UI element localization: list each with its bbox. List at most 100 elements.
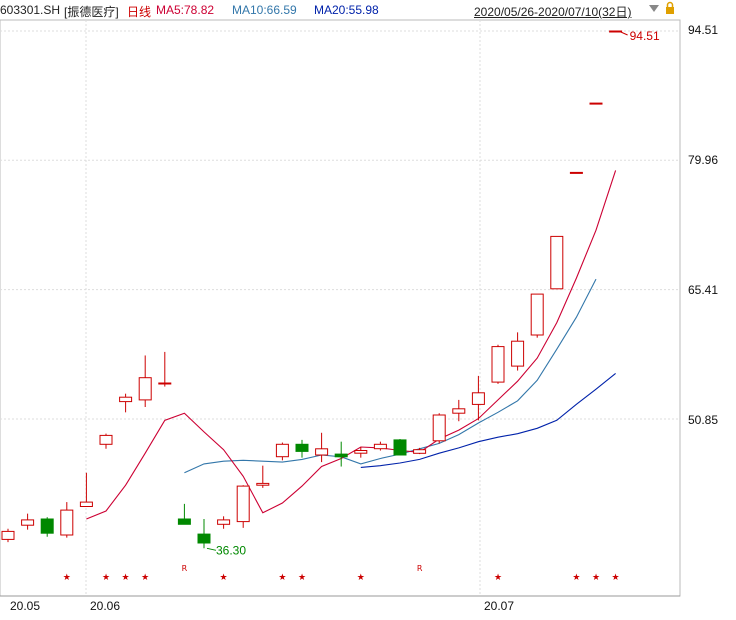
candle bbox=[236, 485, 250, 528]
candle bbox=[569, 171, 583, 174]
star-marker: ★ bbox=[357, 573, 365, 583]
candle-body bbox=[40, 518, 54, 534]
stock-code: 603301.SH bbox=[0, 3, 61, 17]
candle-body bbox=[275, 443, 289, 458]
candle bbox=[550, 235, 564, 290]
low-pointer bbox=[206, 547, 217, 551]
r-marker: R bbox=[417, 564, 423, 573]
candle bbox=[511, 332, 525, 371]
candle-body bbox=[511, 340, 525, 367]
candle-body bbox=[138, 377, 152, 401]
candle-body bbox=[1, 530, 15, 540]
star-marker: ★ bbox=[102, 573, 110, 583]
candle-body bbox=[60, 509, 74, 536]
candle bbox=[256, 465, 270, 488]
ma10-line bbox=[184, 278, 597, 474]
candle bbox=[373, 441, 387, 451]
high-pointer bbox=[618, 30, 628, 36]
high-marker-label: 94.51 bbox=[630, 29, 660, 43]
candle-body bbox=[334, 453, 348, 458]
candle-body bbox=[413, 449, 427, 454]
grid bbox=[0, 19, 681, 597]
x-tick-label: 20.06 bbox=[90, 599, 121, 613]
candle bbox=[119, 393, 133, 413]
y-tick-label: 65.41 bbox=[688, 283, 719, 297]
star-marker: ★ bbox=[298, 573, 306, 583]
chevron-down-icon[interactable] bbox=[648, 2, 660, 17]
candle-body bbox=[21, 519, 35, 526]
candle-body bbox=[491, 346, 505, 383]
chart-header: 603301.SH [振德医疗] 日线 MA5:78.82 MA10:66.59… bbox=[0, 0, 736, 20]
candle bbox=[295, 439, 309, 458]
r-marker: R bbox=[182, 564, 188, 573]
candle bbox=[217, 516, 231, 529]
candle bbox=[609, 30, 623, 33]
candle bbox=[589, 102, 603, 105]
candle bbox=[334, 441, 348, 467]
candle bbox=[40, 517, 54, 537]
x-tick-label: 20.07 bbox=[484, 599, 515, 613]
candle bbox=[138, 355, 152, 408]
candle bbox=[432, 413, 446, 444]
star-marker: ★ bbox=[220, 573, 228, 583]
candle-body bbox=[315, 448, 329, 456]
candle bbox=[275, 442, 289, 461]
candle-body bbox=[256, 482, 270, 486]
y-tick-label: 79.96 bbox=[688, 153, 719, 167]
candle-body bbox=[295, 443, 309, 452]
ma5-line bbox=[86, 170, 617, 520]
candle-body bbox=[99, 434, 113, 445]
candle bbox=[79, 472, 93, 508]
ma20-line bbox=[360, 372, 616, 468]
candle bbox=[197, 518, 211, 549]
candle bbox=[393, 438, 407, 456]
candle-body bbox=[393, 439, 407, 456]
candle bbox=[158, 351, 172, 387]
candle bbox=[471, 375, 485, 421]
candle-body bbox=[119, 396, 133, 403]
low-marker-label: 36.30 bbox=[216, 543, 246, 557]
candle bbox=[99, 433, 113, 449]
candle-body bbox=[432, 414, 446, 442]
candles bbox=[1, 30, 623, 549]
star-marker: ★ bbox=[141, 573, 149, 583]
x-tick-label: 20.05 bbox=[10, 599, 41, 613]
candle bbox=[413, 447, 427, 455]
ma20-legend: MA20:55.98 bbox=[314, 3, 379, 17]
signal-markers: ★ ★ ★ ★ R ★ ★ ★ ★ R ★ ★ ★ ★ bbox=[63, 564, 620, 583]
candle-body bbox=[609, 30, 623, 33]
candle-body bbox=[589, 102, 603, 105]
candle-body bbox=[471, 392, 485, 405]
star-marker: ★ bbox=[494, 573, 502, 583]
candle bbox=[354, 446, 368, 458]
candle bbox=[177, 503, 191, 525]
plot-frame bbox=[0, 19, 681, 597]
ma5-legend: MA5:78.82 bbox=[156, 3, 215, 17]
date-range[interactable]: 2020/05/26-2020/07/10(32日) bbox=[474, 5, 632, 19]
annotations: 94.51 36.30 bbox=[206, 29, 660, 557]
candle bbox=[1, 528, 15, 543]
candle-body bbox=[236, 485, 250, 523]
moving-averages bbox=[86, 170, 617, 520]
candle bbox=[21, 513, 35, 530]
candle bbox=[530, 293, 544, 338]
candle-body bbox=[373, 443, 387, 450]
star-marker: ★ bbox=[612, 573, 620, 583]
candle-body bbox=[217, 519, 231, 525]
period-label[interactable]: 日线 bbox=[127, 5, 152, 19]
candle-body bbox=[177, 518, 191, 525]
star-marker: ★ bbox=[278, 573, 286, 583]
candle-body bbox=[197, 533, 211, 544]
candle bbox=[60, 502, 74, 538]
candle-body bbox=[158, 382, 172, 385]
lock-icon[interactable] bbox=[664, 1, 676, 18]
star-marker: ★ bbox=[122, 573, 130, 583]
candle bbox=[315, 432, 329, 463]
stock-name: [振德医疗] bbox=[64, 5, 119, 19]
candle-body bbox=[550, 235, 564, 290]
y-tick-label: 94.51 bbox=[688, 23, 719, 37]
y-tick-label: 50.85 bbox=[688, 413, 719, 427]
candle bbox=[491, 344, 505, 384]
candle bbox=[452, 399, 466, 422]
